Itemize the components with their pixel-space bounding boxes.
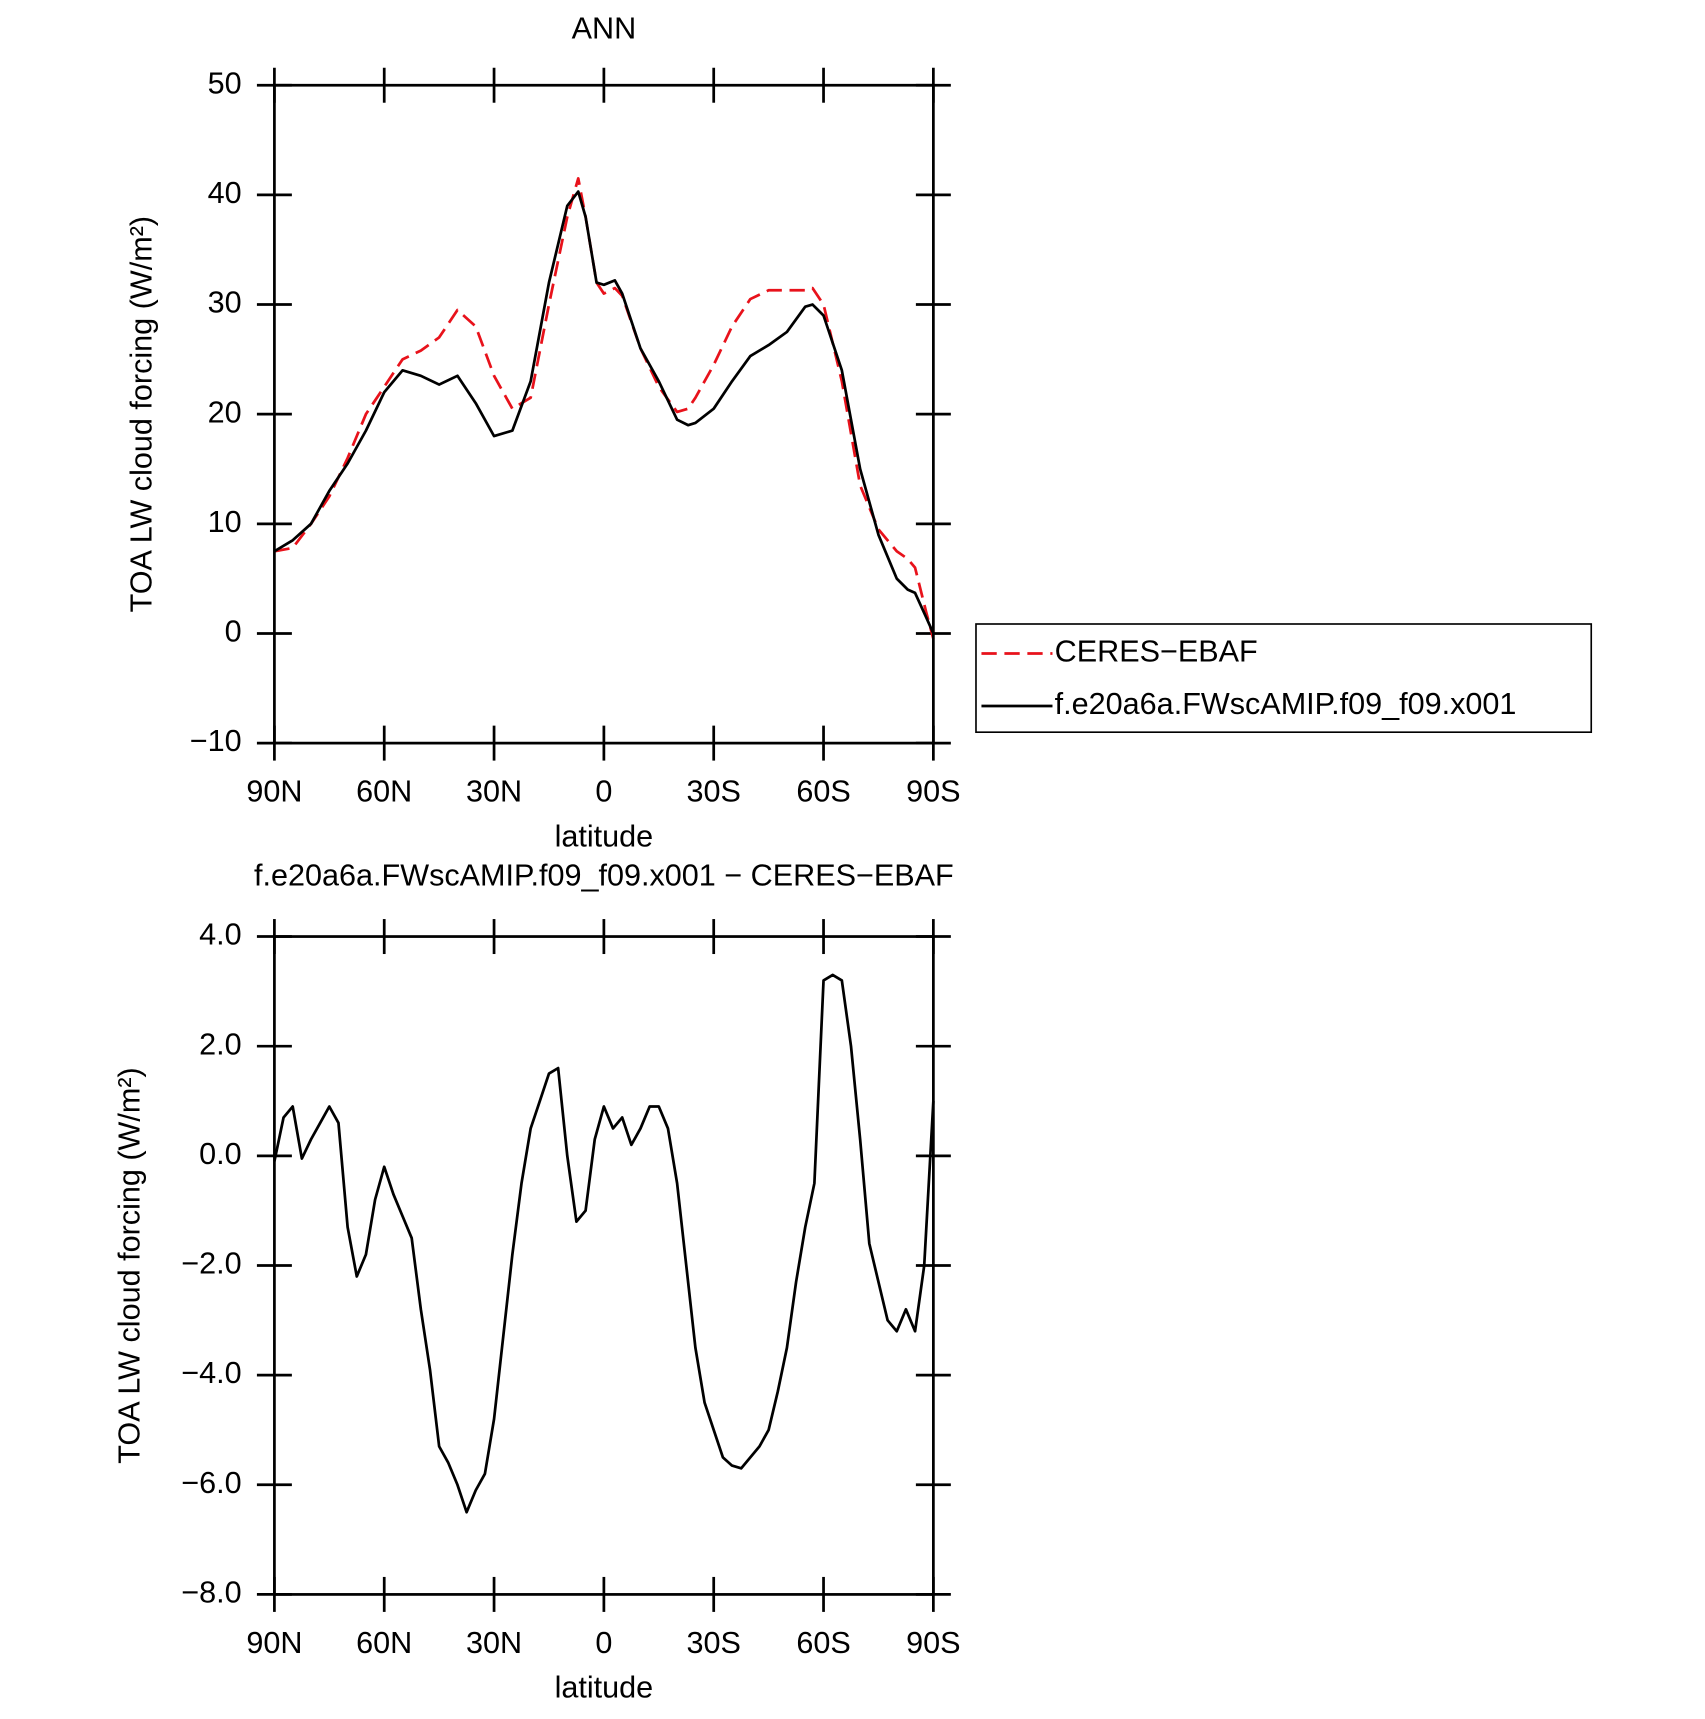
x-tick-label: 30S — [687, 774, 741, 808]
y-tick-label: −8.0 — [181, 1575, 241, 1609]
x-tick-label: 60N — [356, 774, 412, 808]
y-tick-label: 0 — [225, 615, 242, 649]
y-axis-label: TOA LW cloud forcing (W/m²) — [112, 1067, 146, 1463]
y-tick-label: 2.0 — [199, 1027, 242, 1061]
legend-box — [975, 623, 1593, 734]
legend-label: f.e20a6a.FWscAMIP.f09_f09.x001 — [1055, 687, 1517, 721]
y-axis-label: TOA LW cloud forcing (W/m²) — [124, 216, 158, 612]
x-tick-label: 30N — [466, 774, 522, 808]
y-tick-label: −4.0 — [181, 1356, 241, 1390]
x-tick-label: 60N — [356, 1626, 412, 1660]
data-line — [273, 190, 935, 635]
x-axis-label: latitude — [555, 1671, 654, 1705]
y-tick-label: 4.0 — [199, 918, 242, 952]
x-tick-label: 30N — [466, 1626, 522, 1660]
x-tick-label: 0 — [595, 774, 612, 808]
y-tick-label: 20 — [208, 395, 242, 429]
chart-title: ANN — [572, 12, 637, 46]
x-tick-label: 90N — [246, 1626, 302, 1660]
x-tick-label: 60S — [796, 1626, 850, 1660]
plot-frame — [273, 83, 935, 745]
y-tick-label: 30 — [208, 286, 242, 320]
x-tick-label: 90N — [246, 774, 302, 808]
x-tick-label: 30S — [687, 1626, 741, 1660]
plot-frame — [273, 935, 935, 1596]
x-axis-label: latitude — [555, 819, 654, 853]
x-tick-label: 90S — [906, 774, 960, 808]
x-tick-label: 0 — [595, 1626, 612, 1660]
legend-label: CERES−EBAF — [1055, 635, 1258, 669]
y-tick-label: 0.0 — [199, 1137, 242, 1171]
y-tick-label: 40 — [208, 176, 242, 210]
y-tick-label: 10 — [208, 505, 242, 539]
y-tick-label: −6.0 — [181, 1466, 241, 1500]
y-tick-label: −2.0 — [181, 1247, 241, 1281]
x-tick-label: 90S — [906, 1626, 960, 1660]
data-line — [273, 973, 935, 1514]
data-line — [274, 177, 935, 640]
chart-title: f.e20a6a.FWscAMIP.f09_f09.x001 − CERES−E… — [254, 859, 954, 893]
y-tick-label: 50 — [208, 66, 242, 100]
y-tick-label: −10 — [190, 724, 242, 758]
x-tick-label: 60S — [796, 774, 850, 808]
